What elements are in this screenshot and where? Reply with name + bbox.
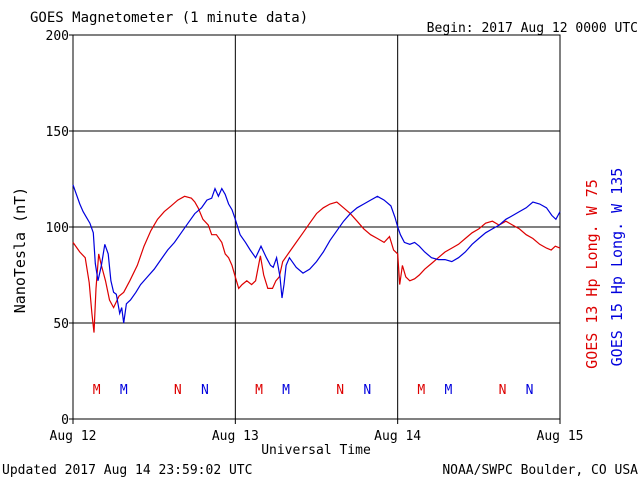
legend-goes13: GOES 13 Hp Long. W 75	[583, 179, 601, 369]
x-tick-labels: Aug 12 Aug 13 Aug 14 Aug 15	[50, 429, 584, 444]
y-tick-label: 100	[46, 221, 69, 236]
x-axis-label: Universal Time	[261, 443, 371, 458]
marker-n: N	[499, 383, 507, 398]
marker-n: N	[174, 383, 182, 398]
y-axis-label: NanoTesla (nT)	[11, 187, 29, 313]
credit-text: NOAA/SWPC Boulder, CO USA	[442, 463, 638, 478]
marker-m: M	[282, 383, 290, 398]
x-tick-label: Aug 13	[212, 429, 259, 444]
y-tick-labels: 0 50 100 150 200	[46, 29, 69, 428]
marker-n: N	[201, 383, 209, 398]
marker-n: N	[363, 383, 371, 398]
marker-m: M	[255, 383, 263, 398]
marker-n: N	[336, 383, 344, 398]
x-tick-label: Aug 15	[537, 429, 584, 444]
chart-title: GOES Magnetometer (1 minute data)	[30, 10, 308, 26]
x-tick-label: Aug 12	[50, 429, 97, 444]
series-line-goes13	[72, 195, 561, 333]
y-tick-label: 0	[61, 413, 69, 428]
marker-n: N	[526, 383, 534, 398]
begin-time: Begin: 2017 Aug 12 0000 UTC	[427, 21, 638, 36]
x-tick-label: Aug 14	[374, 429, 421, 444]
updated-timestamp: Updated 2017 Aug 14 23:59:02 UTC	[2, 463, 252, 478]
y-tick-label: 200	[46, 29, 69, 44]
vertical-gridlines	[72, 35, 561, 424]
series-line-goes15	[72, 184, 561, 324]
legend-goes15: GOES 15 Hp Long. W 135	[608, 168, 626, 367]
y-tick-label: 50	[53, 317, 69, 332]
marker-m: M	[444, 383, 452, 398]
horizontal-gridlines	[69, 34, 560, 420]
marker-m: M	[417, 383, 425, 398]
y-tick-label: 150	[46, 125, 69, 140]
marker-m: M	[120, 383, 128, 398]
marker-m: M	[93, 383, 101, 398]
